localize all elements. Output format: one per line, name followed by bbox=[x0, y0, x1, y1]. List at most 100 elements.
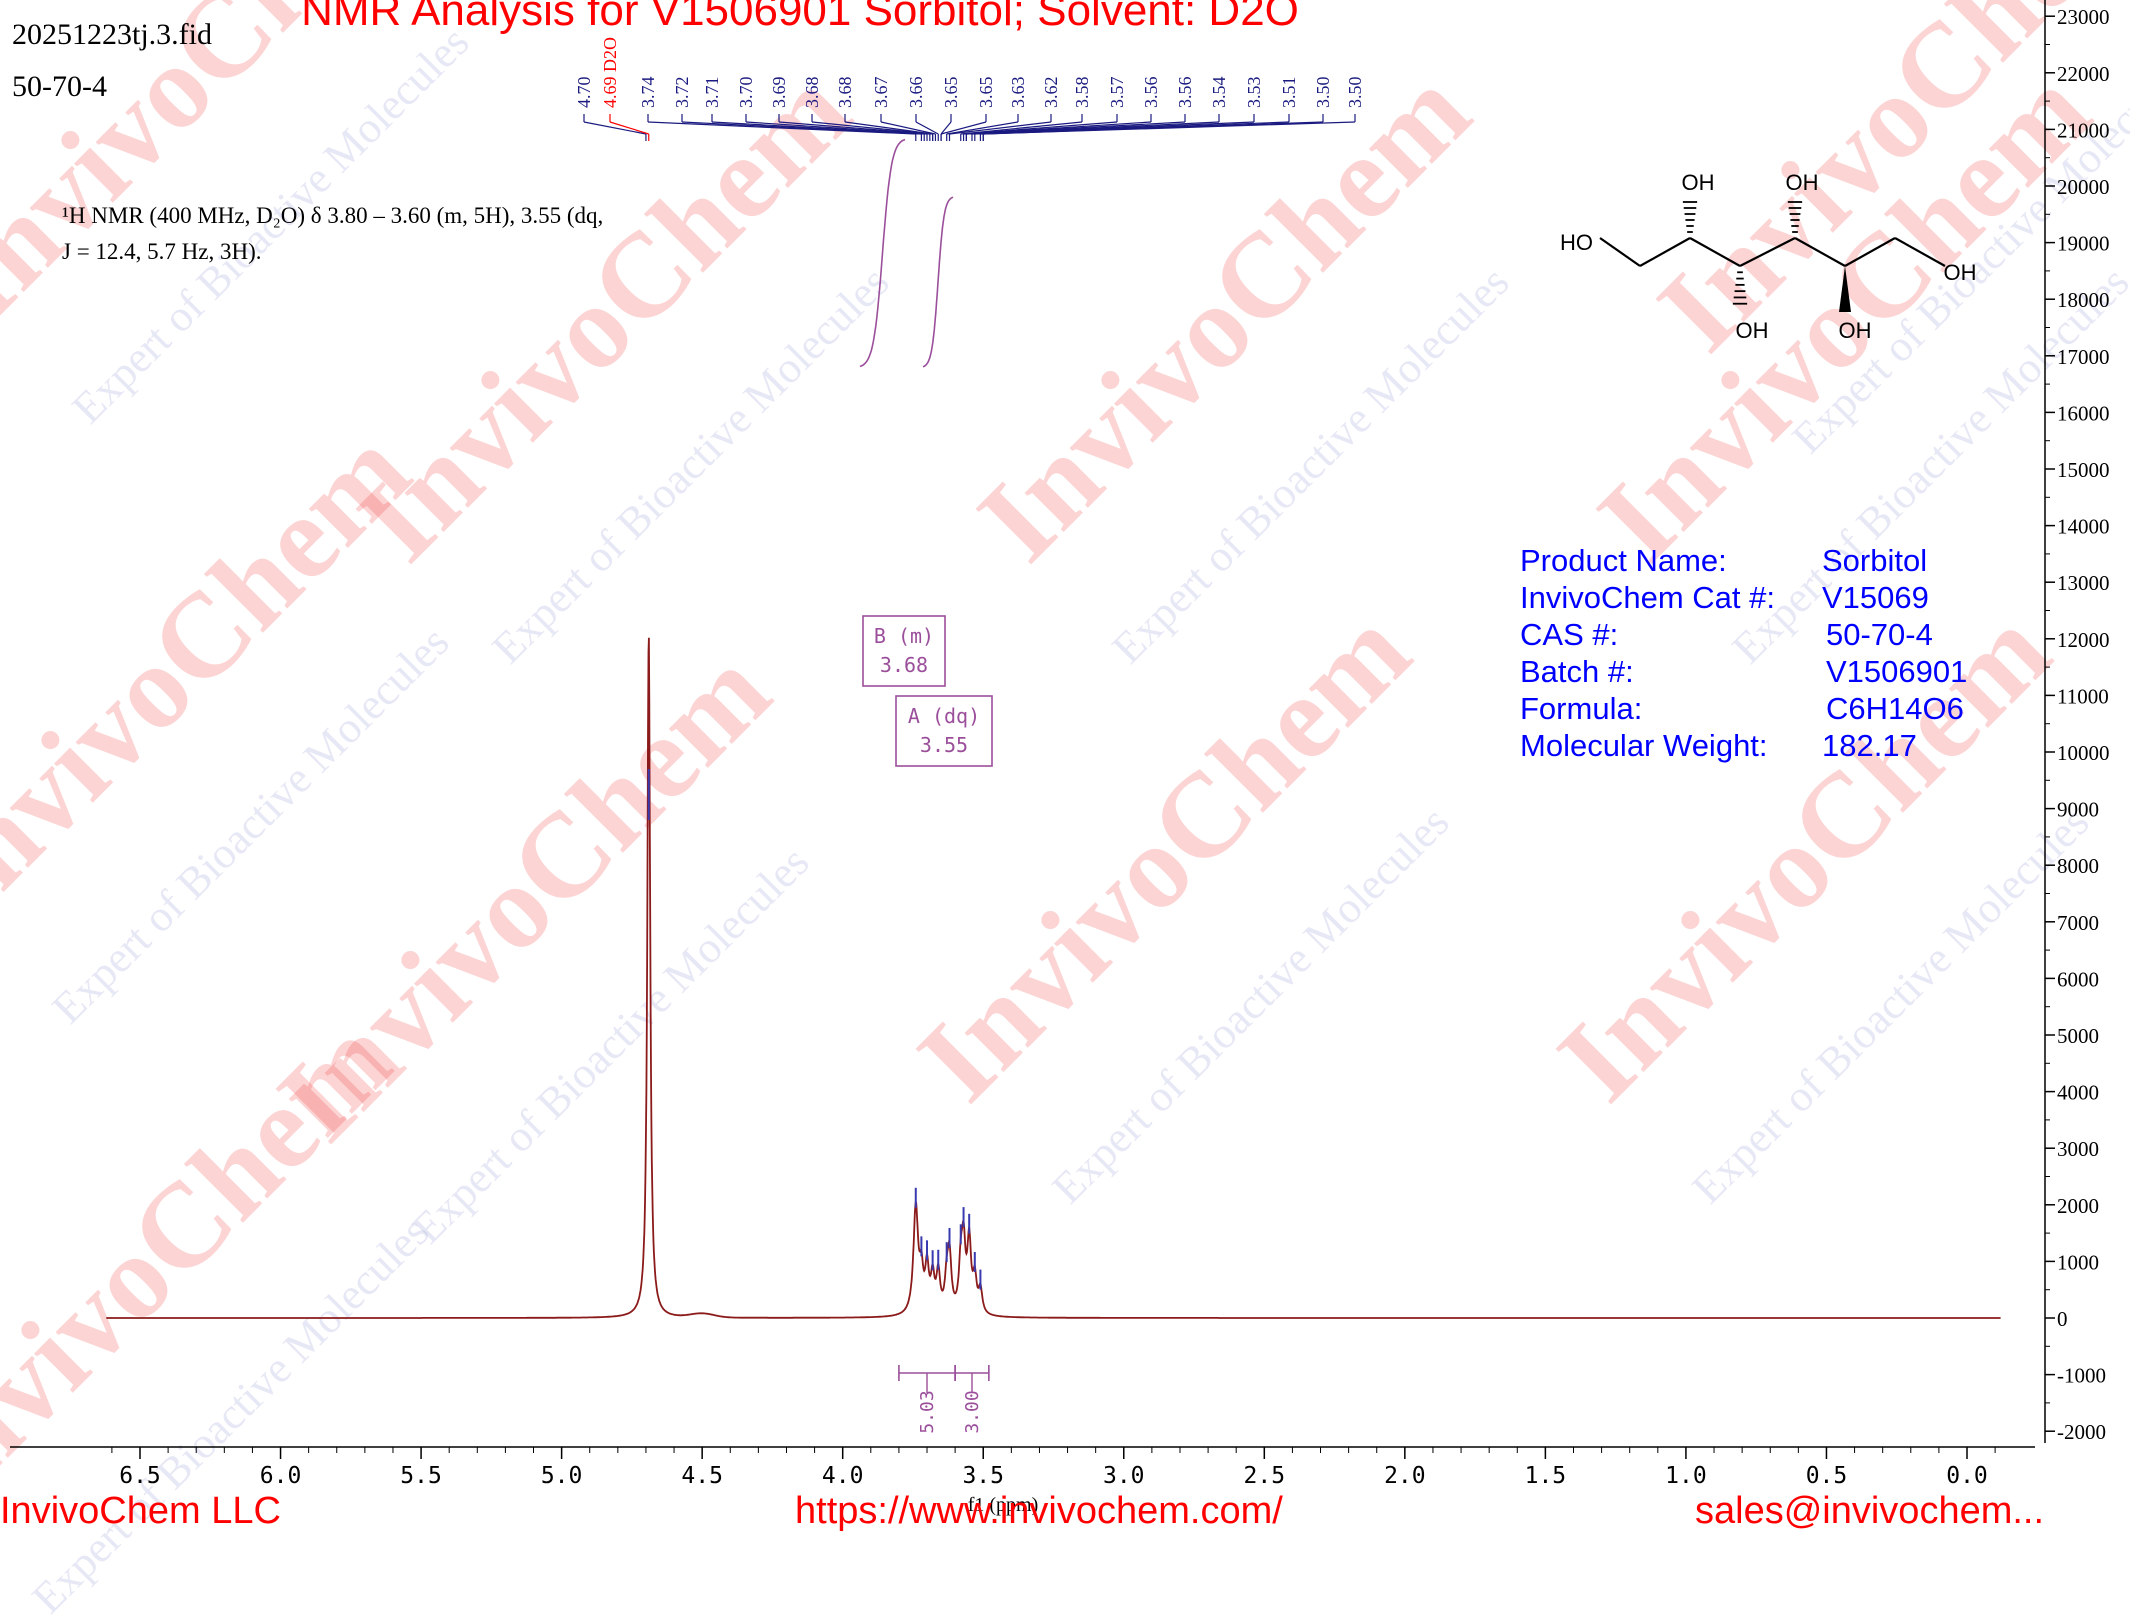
product-info-value: 50-70-4 bbox=[1826, 617, 1933, 652]
peak-label: 3.57 bbox=[1107, 77, 1127, 109]
peak-label: 3.71 bbox=[702, 77, 722, 109]
structure-atom-label: OH bbox=[1839, 318, 1872, 343]
integral-curve-a bbox=[922, 196, 954, 368]
x-tick-label: 0.0 bbox=[1946, 1463, 1988, 1489]
y-tick-label: -1000 bbox=[2057, 1364, 2106, 1388]
peak-label-connector bbox=[609, 121, 649, 135]
y-tick-label: 17000 bbox=[2057, 345, 2110, 369]
product-info-value: Sorbitol bbox=[1822, 543, 1928, 578]
peak-label: 3.68 bbox=[835, 77, 855, 109]
peak-label-connector bbox=[960, 121, 1083, 135]
x-tick-label: 2.0 bbox=[1384, 1463, 1426, 1489]
product-info-value: C6H14O6 bbox=[1826, 691, 1964, 726]
x-tick-label: 0.5 bbox=[1806, 1463, 1848, 1489]
footer-website: https://www.invivochem.com/ bbox=[795, 1490, 1283, 1532]
structure-atom-label: HO bbox=[1560, 230, 1593, 255]
x-tick-label: 1.0 bbox=[1665, 1463, 1707, 1489]
x-axis-label: f1 (ppm) bbox=[968, 1494, 1039, 1516]
structure-bond bbox=[1599, 237, 1641, 267]
structure-wedge-bond bbox=[1839, 266, 1851, 312]
y-tick-label: 5000 bbox=[2057, 1024, 2099, 1048]
product-info-label: CAS #: bbox=[1520, 617, 1619, 652]
multiplet-shift: 3.68 bbox=[880, 653, 928, 677]
multiplet-label: B (m) bbox=[874, 624, 934, 648]
nmr-description: ¹H NMR (400 MHz, D₂O) δ 3.80 – 3.60 (m, … bbox=[62, 198, 603, 270]
peak-label: 3.72 bbox=[672, 77, 692, 109]
y-tick-label: 7000 bbox=[2057, 911, 2099, 935]
peak-label-connector bbox=[745, 121, 928, 135]
peak-label: 4.69 D2O bbox=[600, 37, 620, 108]
peak-label-connector bbox=[880, 121, 936, 135]
structure-atom-label: OH bbox=[1736, 318, 1769, 343]
product-info-label: Batch #: bbox=[1520, 654, 1634, 689]
x-tick-label: 4.5 bbox=[681, 1463, 723, 1489]
y-tick-label: 15000 bbox=[2057, 458, 2110, 482]
integral-value: 5.03 bbox=[917, 1390, 938, 1433]
product-info-value: V15069 bbox=[1822, 580, 1929, 615]
footer-email: sales@invivochem... bbox=[1695, 1490, 2045, 1532]
structure-bond bbox=[1639, 237, 1691, 267]
nmr-spectrum-chart: 6.5 6.0 5.5 5.0 4.5 4.0 3.5 3.0 2.5 2.0 1.5 1.0 0.5 0… bbox=[10, 0, 2110, 1516]
y-tick-label: 9000 bbox=[2057, 798, 2099, 822]
peak-label: 3.65 bbox=[941, 77, 961, 109]
product-info-label: Formula: bbox=[1520, 691, 1643, 726]
x-tick-label: 2.5 bbox=[1244, 1463, 1286, 1489]
x-tick-label: 1.5 bbox=[1525, 1463, 1567, 1489]
y-tick-label: 23000 bbox=[2057, 5, 2110, 29]
peak-label: 3.63 bbox=[1008, 77, 1028, 109]
peak-label: 3.69 bbox=[769, 77, 789, 109]
peak-label: 3.54 bbox=[1209, 77, 1229, 109]
x-tick-label: 4.0 bbox=[822, 1463, 864, 1489]
y-tick-label: 6000 bbox=[2057, 967, 2099, 991]
y-tick-label: 13000 bbox=[2057, 571, 2110, 595]
peak-label-connector bbox=[583, 121, 647, 135]
structure-bond bbox=[1689, 237, 1741, 267]
x-tick-label: 5.0 bbox=[541, 1463, 583, 1489]
y-tick-label: 20000 bbox=[2057, 175, 2110, 199]
structure-atom-label: OH bbox=[1944, 260, 1977, 285]
y-tick-label: 18000 bbox=[2057, 288, 2110, 312]
product-info-value: V1506901 bbox=[1826, 654, 1968, 689]
peak-label: 3.67 bbox=[871, 77, 891, 109]
peak-label-connector bbox=[915, 121, 939, 135]
peak-label: 3.70 bbox=[736, 77, 756, 109]
peak-label-connector bbox=[946, 121, 1019, 135]
product-info-value: 182.17 bbox=[1822, 728, 1917, 763]
nmr-description-line-1: ¹H NMR (400 MHz, D₂O) δ 3.80 – 3.60 (m, … bbox=[62, 203, 604, 228]
y-tick-label: 21000 bbox=[2057, 118, 2110, 142]
structure-atom-label: OH bbox=[1682, 170, 1715, 195]
multiplet-label: A (dq) bbox=[908, 704, 980, 728]
peak-label-connector bbox=[940, 121, 987, 135]
spectrum-line bbox=[106, 637, 2001, 1319]
peak-label-connector bbox=[844, 121, 933, 135]
multiplet-box bbox=[862, 615, 946, 687]
peak-label: 3.50 bbox=[1345, 77, 1365, 109]
peak-label-connector bbox=[949, 121, 1052, 135]
y-tick-label: 10000 bbox=[2057, 741, 2110, 765]
y-tick-label: 19000 bbox=[2057, 232, 2110, 256]
nmr-description-line-2: J = 12.4, 5.7 Hz, 3H). bbox=[62, 239, 262, 264]
peak-label-connector bbox=[811, 121, 933, 135]
y-tick-label: 1000 bbox=[2057, 1250, 2099, 1274]
y-tick-label: 14000 bbox=[2057, 515, 2110, 539]
peak-label: 3.50 bbox=[1313, 77, 1333, 109]
y-tick-label: 2000 bbox=[2057, 1194, 2099, 1218]
x-tick-label: 3.0 bbox=[1103, 1463, 1145, 1489]
y-tick-label: 3000 bbox=[2057, 1137, 2099, 1161]
peak-label-connector bbox=[940, 121, 952, 135]
footer-company: InvivoChem LLC bbox=[0, 1490, 281, 1532]
integral-curve-b bbox=[859, 138, 906, 368]
file-name: 20251223tj.3.fid bbox=[12, 18, 212, 51]
integral-value: 3.00 bbox=[962, 1390, 983, 1433]
peak-label: 3.66 bbox=[906, 77, 926, 109]
x-tick-label: 3.5 bbox=[962, 1463, 1004, 1489]
peak-label-connector bbox=[983, 121, 1356, 135]
y-tick-label: 12000 bbox=[2057, 628, 2110, 652]
structure-bond bbox=[1794, 237, 1846, 267]
y-tick-label: 11000 bbox=[2057, 684, 2109, 708]
structure-atom-label: OH bbox=[1786, 170, 1819, 195]
peak-label: 3.51 bbox=[1279, 77, 1299, 109]
peak-label: 3.68 bbox=[802, 77, 822, 109]
peak-label: 3.53 bbox=[1244, 77, 1264, 109]
y-tick-label: 16000 bbox=[2057, 401, 2110, 425]
